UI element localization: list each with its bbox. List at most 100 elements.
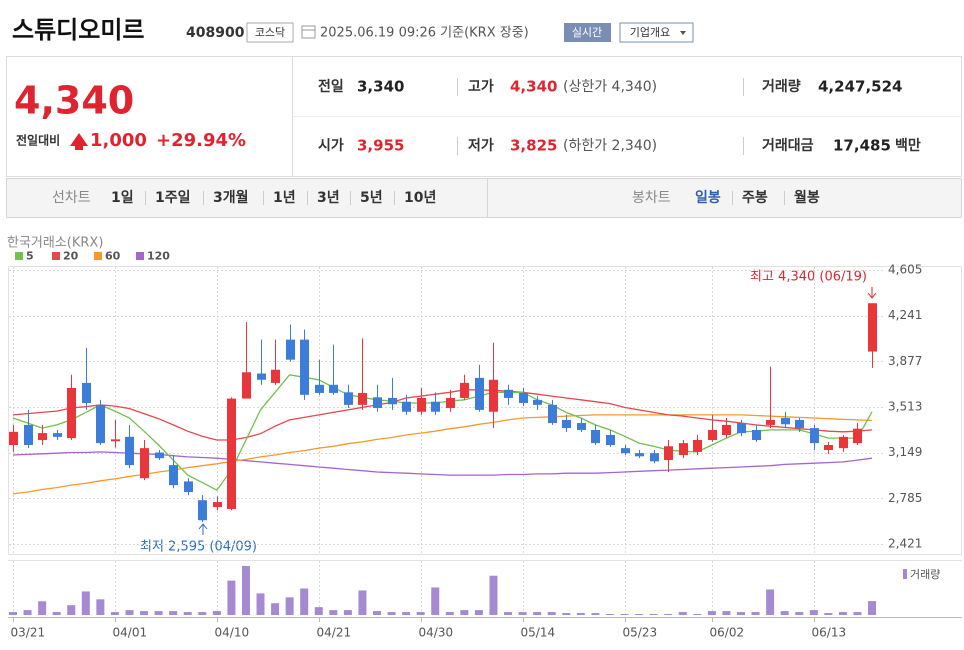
annotation-arrow xyxy=(867,287,877,299)
volume-bar xyxy=(402,612,411,615)
candle-body xyxy=(344,392,353,405)
candle-body xyxy=(96,404,105,444)
y-tick-label: 3,877 xyxy=(888,354,922,368)
candle-body xyxy=(577,423,586,430)
source-label: 한국거래소(KRX) xyxy=(7,236,103,251)
volume-bar xyxy=(271,603,280,615)
plot-frame xyxy=(8,266,962,555)
candle-body xyxy=(271,369,280,383)
candle-body xyxy=(781,418,790,425)
y-tick-label: 3,513 xyxy=(888,399,922,413)
candle-body xyxy=(519,392,528,403)
tab-item[interactable]: 1년 xyxy=(273,190,296,206)
realtime-label: 실시간 xyxy=(572,26,602,39)
tab-item[interactable]: 3개월 xyxy=(213,189,249,206)
summary-value: 4,340 xyxy=(510,78,557,96)
timestamp: 2025.06.19 09:26 기준(KRX 장중) xyxy=(320,26,529,41)
tab-item[interactable]: 일봉 xyxy=(695,190,721,206)
candle-body xyxy=(67,387,76,439)
volume-bar xyxy=(96,599,105,615)
y-tick-label: 4,605 xyxy=(888,263,922,277)
x-tick-label: 05/14 xyxy=(521,626,556,640)
volume-bar xyxy=(809,610,818,615)
x-tick-label: 04/30 xyxy=(419,626,454,640)
candle-body xyxy=(329,384,338,393)
change-rate: +29.94% xyxy=(156,130,246,151)
volume-legend-swatch xyxy=(903,569,907,579)
candle-body xyxy=(810,428,819,444)
legend-label: 5 xyxy=(26,250,34,263)
volume-bar xyxy=(52,612,61,615)
candle-body xyxy=(650,453,659,462)
candle-body xyxy=(635,453,644,457)
candle-body xyxy=(708,429,717,440)
volume-bar xyxy=(824,613,833,615)
line-chart-label: 선차트 xyxy=(52,190,91,206)
candle-body xyxy=(460,382,469,398)
volume-bar xyxy=(329,610,338,615)
volume-bar xyxy=(285,597,294,615)
candle-body xyxy=(562,419,571,429)
x-tick-label: 04/01 xyxy=(113,626,148,640)
volume-bar xyxy=(562,613,571,615)
candle-body xyxy=(766,419,775,425)
volume-bar xyxy=(649,614,658,615)
candle-body xyxy=(227,398,236,509)
volume-bar xyxy=(504,612,513,615)
candle-body xyxy=(155,452,164,459)
tab-item[interactable]: 3년 xyxy=(317,190,340,206)
summary-note: (하한가 2,340) xyxy=(563,138,657,154)
candle-body xyxy=(402,401,411,412)
volume-bar xyxy=(737,612,745,615)
candle-body xyxy=(125,436,134,466)
candle-body xyxy=(606,434,615,446)
candle-body xyxy=(358,392,367,405)
volume-bar xyxy=(416,612,425,615)
dropdown-arrow xyxy=(680,31,686,35)
ma-line xyxy=(12,374,873,492)
summary-label: 고가 xyxy=(468,79,494,95)
candle-body xyxy=(679,443,688,456)
tab-item[interactable]: 1일 xyxy=(111,190,134,206)
candle-body xyxy=(868,303,877,352)
volume-bar xyxy=(373,611,381,615)
market-badge xyxy=(246,22,294,43)
candle-body xyxy=(257,373,266,380)
candle-body xyxy=(548,404,557,424)
volume-bar xyxy=(576,613,585,615)
candle-body xyxy=(795,419,804,429)
candle-body xyxy=(824,445,833,451)
volume-bar xyxy=(635,614,644,615)
candle-body xyxy=(504,389,513,398)
volume-bar xyxy=(169,611,178,615)
overview-button[interactable] xyxy=(619,22,694,43)
volume-bar xyxy=(853,612,862,615)
legend-swatch xyxy=(15,252,23,260)
volume-bar xyxy=(183,612,192,615)
annotation-high: 최고 4,340 (06/19) xyxy=(750,270,867,285)
candle-body xyxy=(184,481,193,493)
calendar-icon xyxy=(301,25,316,39)
candle-body xyxy=(286,339,295,360)
legend-swatch xyxy=(94,252,102,260)
volume-bar xyxy=(547,612,556,615)
tab-item[interactable]: 주봉 xyxy=(742,190,768,206)
annotation-low: 최저 2,595 (04/09) xyxy=(140,540,257,555)
volume-bar xyxy=(678,612,687,615)
candle-body xyxy=(213,502,222,508)
candle-body xyxy=(839,436,848,449)
candle-body xyxy=(591,429,600,444)
tab-item[interactable]: 10년 xyxy=(404,190,436,206)
volume-bar xyxy=(780,611,789,615)
volume-bar xyxy=(766,589,775,615)
volume-bar xyxy=(314,607,323,615)
realtime-button[interactable] xyxy=(564,23,611,42)
tab-item[interactable]: 1주일 xyxy=(155,190,191,206)
candle-body xyxy=(315,384,324,393)
tab-item[interactable]: 월봉 xyxy=(794,189,820,206)
volume-bar xyxy=(38,601,47,615)
volume-bar xyxy=(212,611,221,615)
tab-item[interactable]: 5년 xyxy=(360,190,383,206)
summary-label: 거래대금 xyxy=(762,138,814,154)
